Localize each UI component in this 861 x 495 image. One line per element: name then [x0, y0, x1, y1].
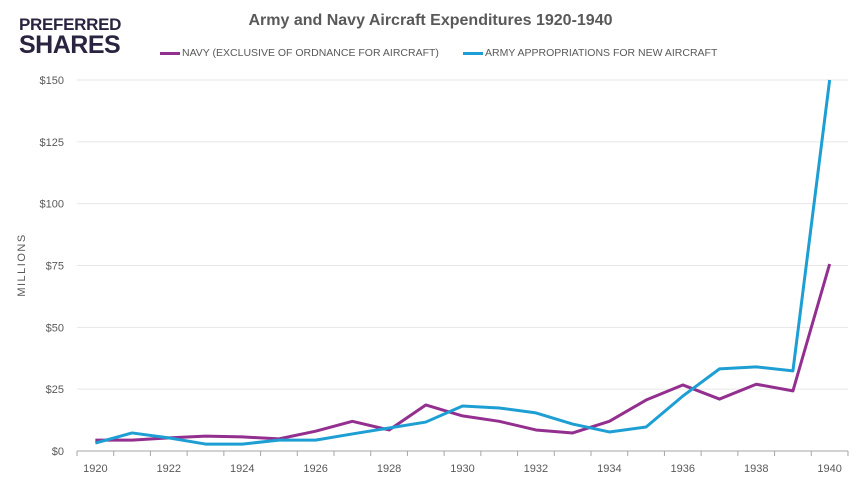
x-tick-label: 1922 [157, 463, 181, 475]
logo-line2: SHARES [19, 31, 121, 59]
x-tick-label: 1940 [817, 463, 841, 475]
y-tick-label: $125 [40, 137, 64, 149]
series-line-army [94, 79, 832, 446]
y-tick-label: $100 [40, 199, 64, 211]
y-axis-label: MILLIONS [16, 233, 28, 296]
x-tick-label: 1928 [377, 463, 401, 475]
y-tick-label: $0 [52, 446, 64, 458]
x-tick-label: 1932 [524, 463, 548, 475]
legend-label-navy: NAVY (EXCLUSIVE OF ORDNANCE FOR AIRCRAFT… [182, 47, 439, 59]
y-tick-label: $150 [40, 75, 64, 87]
legend-item-navy: NAVY (EXCLUSIVE OF ORDNANCE FOR AIRCRAFT… [160, 47, 439, 59]
x-tick-label: 1920 [83, 463, 107, 475]
x-tick-label: 1926 [303, 463, 327, 475]
y-tick-label: $50 [46, 322, 64, 334]
legend-swatch-army [463, 51, 483, 55]
legend-label-army: ARMY APPROPRIATIONS FOR NEW AIRCRAFT [485, 47, 718, 59]
x-tick-label: 1934 [597, 463, 621, 475]
y-tick-label: $75 [46, 261, 64, 273]
series-line-navy [95, 263, 832, 442]
chart-title: Army and Navy Aircraft Expenditures 1920… [248, 12, 613, 29]
x-tick-label: 1936 [671, 463, 695, 475]
x-tick-label: 1938 [744, 463, 768, 475]
brand-logo: PREFERRED SHARES [19, 16, 121, 58]
logo-line1: PREFERRED [19, 15, 122, 34]
legend-swatch-navy [160, 51, 180, 55]
legend-item-army: ARMY APPROPRIATIONS FOR NEW AIRCRAFT [463, 47, 717, 59]
x-tick-label: 1930 [450, 463, 474, 475]
y-tick-label: $25 [46, 384, 64, 396]
x-tick-label: 1924 [230, 463, 254, 475]
